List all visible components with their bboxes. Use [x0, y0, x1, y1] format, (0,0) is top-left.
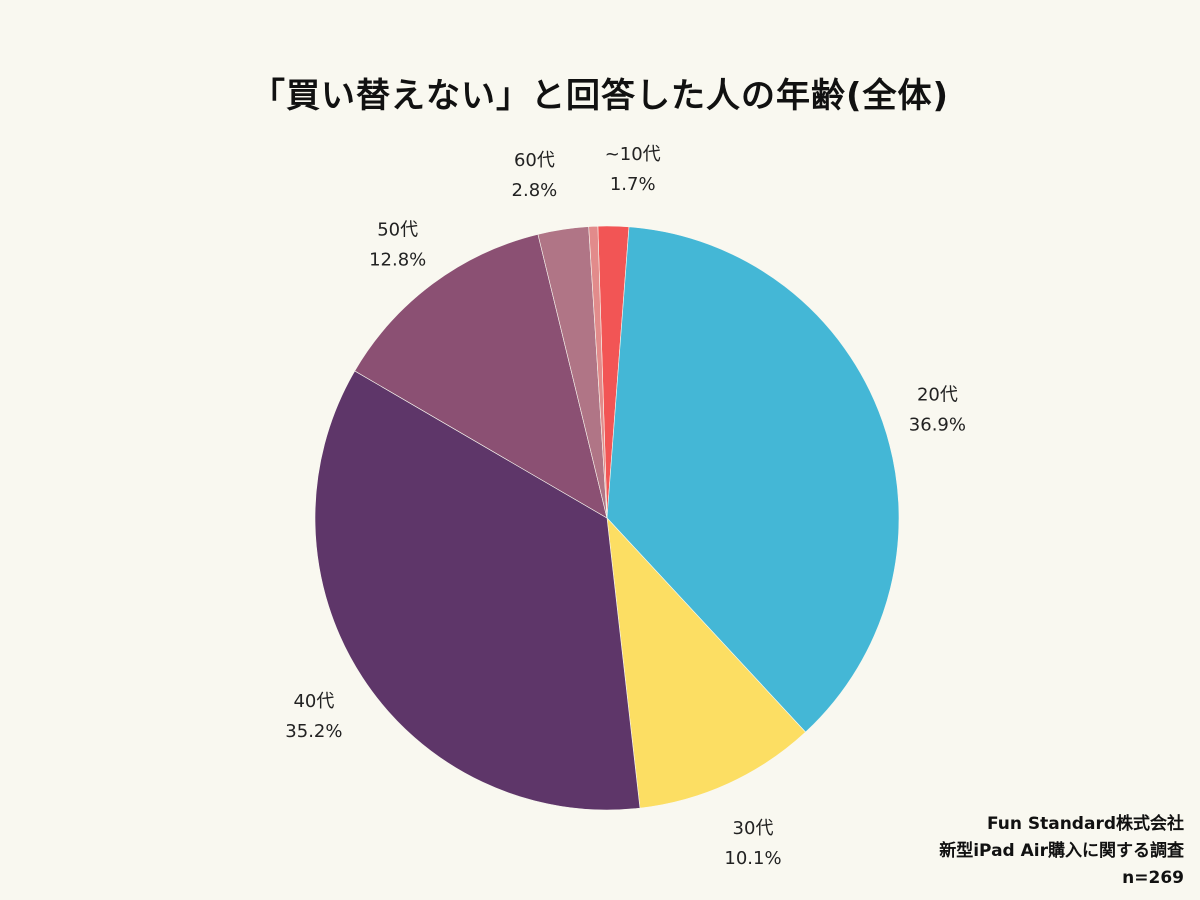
pie-slice [354, 233, 608, 519]
slice-percent-label: 36.9% [909, 415, 966, 436]
slice-category-label: 40代 [293, 691, 334, 712]
slice-category-label: 60代 [514, 150, 555, 171]
slice-category-label: 30代 [733, 818, 774, 839]
slice-category-label: 50代 [377, 220, 418, 241]
footer-company: Fun Standard株式会社 [986, 814, 1184, 834]
slice-percent-label: 2.8% [512, 180, 558, 201]
pie-slice [588, 225, 608, 519]
pie-slice [314, 370, 641, 811]
slice-category-label: ~10代 [605, 144, 661, 165]
pie-slices [314, 225, 900, 811]
slice-category-label: 20代 [917, 385, 958, 406]
chart-title: 「買い替えない」と回答した人の年齢(全体) [250, 76, 950, 116]
slice-percent-label: 1.7% [610, 174, 656, 195]
footer-survey: 新型iPad Air購入に関する調査 [939, 841, 1184, 861]
pie-slice [606, 226, 900, 733]
pie-slice [606, 517, 806, 809]
pie-labels: ~10代 1.7% 20代 36.9% 30代 10.1% 40代 35.2% 50代 12.8%… [285, 144, 966, 869]
slice-percent-label: 10.1% [724, 848, 781, 869]
slice-percent-label: 35.2% [285, 721, 342, 742]
slice-percent-label: 12.8% [369, 250, 426, 271]
chart-footer: Fun Standard株式会社 新型iPad Air購入に関する調査 n=26… [939, 811, 1184, 892]
footer-sample-size: n=269 [1122, 868, 1184, 888]
